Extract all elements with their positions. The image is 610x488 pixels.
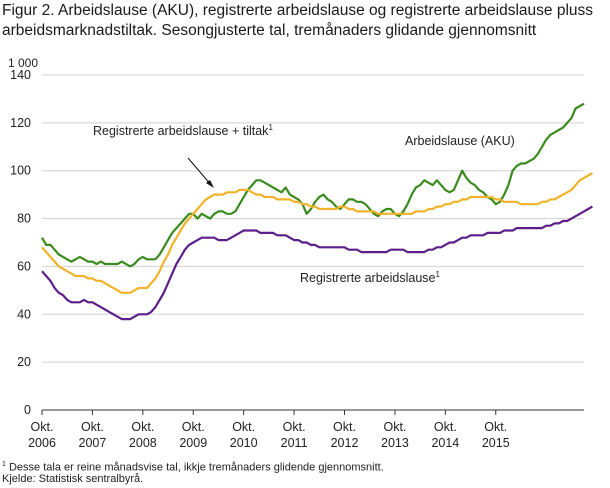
- x-tick-month: Okt.: [31, 420, 54, 434]
- source: Kjelde: Statistisk sentralbyrå.: [2, 473, 144, 485]
- annotation-arrowhead: [206, 180, 214, 188]
- annotation-tiltak: Registrerte arbeidslause + tiltak1: [93, 123, 273, 138]
- y-tick-label: 80: [17, 212, 31, 226]
- annotation-registrerte: Registrerte arbeidslause1: [300, 270, 441, 285]
- y-tick-label: 0: [24, 403, 31, 417]
- x-tick-month: Okt.: [484, 420, 507, 434]
- annotation-registrerte-sup: 1: [436, 270, 441, 279]
- x-tick-year: 2010: [230, 436, 258, 450]
- series-lines: [41, 102, 593, 321]
- x-tick-month: Okt.: [434, 420, 457, 434]
- x-tick-year: 2013: [381, 436, 409, 450]
- x-axis: Okt. 2006 Okt. 2007 Okt. 2008 Okt. 2009 Okt. 2010…: [28, 409, 584, 450]
- x-tick-year: 2011: [281, 436, 308, 450]
- x-tick-month: Okt.: [333, 420, 356, 434]
- y-tick-label: 140: [10, 68, 31, 82]
- x-tick-month: Okt.: [283, 420, 306, 434]
- x-tick-year: 2008: [129, 436, 157, 450]
- x-tick-year: 2015: [482, 436, 510, 450]
- y-tick-label: 20: [17, 355, 31, 369]
- annotations: Arbeidslause (AKU) Registrerte arbeidsla…: [93, 123, 515, 285]
- y-tick-label: 60: [17, 259, 31, 273]
- x-tick-month: Okt.: [182, 420, 205, 434]
- x-tick-year: 2012: [331, 436, 359, 450]
- x-tick-year: 2007: [79, 436, 107, 450]
- x-tick-month: Okt.: [81, 420, 104, 434]
- annotation-arrow: [187, 157, 213, 187]
- x-tick-year: 2006: [28, 436, 56, 450]
- footnote: 1 Desse tala er reine månadsvise tal, ik…: [2, 458, 384, 475]
- chart-title: Figur 2. Arbeidslause (AKU), registrerte…: [2, 2, 594, 39]
- line-chart: 0 20 40 60 80 100 120 140 Okt. 2006 Okt. 2007 Okt. 2…: [10, 68, 593, 450]
- series-line-aku: [41, 102, 585, 268]
- annotation-tiltak-sup: 1: [268, 123, 273, 132]
- footnote-mark: 1: [2, 461, 6, 468]
- x-tick-month: Okt.: [383, 420, 406, 434]
- gridlines: [42, 74, 584, 363]
- series-line-registrerte: [41, 205, 593, 321]
- x-tick-month: Okt.: [131, 420, 154, 434]
- series-line-tiltak: [41, 172, 593, 294]
- y-tick-label: 120: [10, 116, 31, 130]
- annotation-aku: Arbeidslause (AKU): [405, 134, 515, 148]
- y-tick-label: 40: [17, 307, 31, 321]
- x-tick-year: 2014: [431, 436, 459, 450]
- y-tick-label: 100: [10, 164, 31, 178]
- y-unit-label: 1 000: [8, 56, 39, 70]
- x-tick-month: Okt.: [232, 420, 255, 434]
- footnote-text: Desse tala er reine månadsvise tal, ikkj…: [8, 461, 384, 474]
- y-axis-ticks: 0 20 40 60 80 100 120 140: [10, 68, 31, 417]
- x-tick-year: 2009: [179, 436, 207, 450]
